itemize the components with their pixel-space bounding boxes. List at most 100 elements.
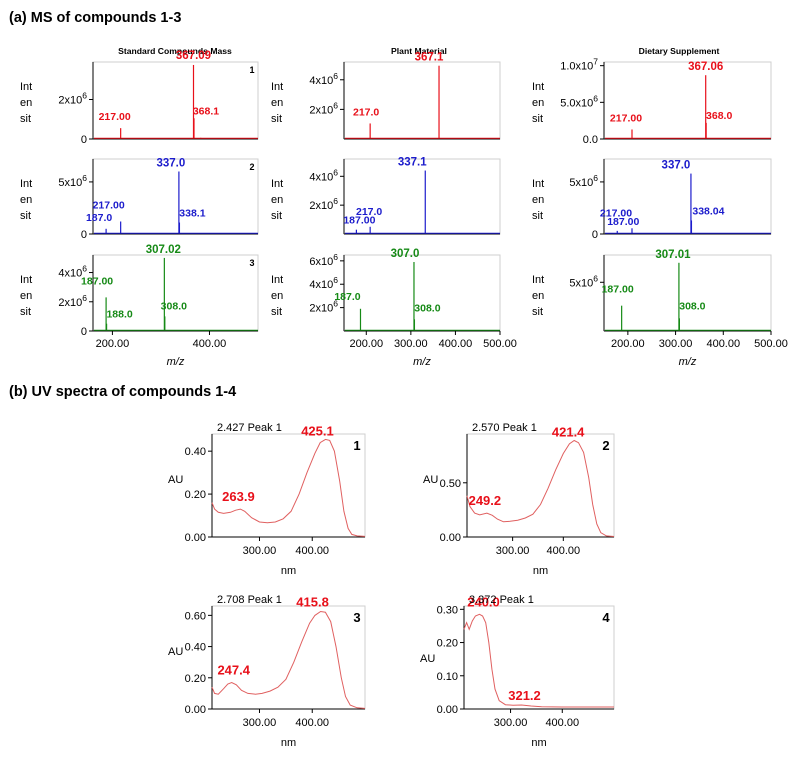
y-tick-label: 0.00 — [185, 704, 206, 716]
uv-panel-uv1: 0.00 0.20 0.40 300.00 400.00 263.9 425.1 2.427 … — [168, 422, 366, 577]
plot-frame — [211, 605, 366, 710]
peak-label: 307.02 — [146, 244, 181, 256]
ms-ylabel-line: en — [271, 194, 283, 206]
y-tick-label: 2x106 — [309, 100, 338, 116]
x-tick-label: 400.00 — [295, 717, 329, 729]
uv-panel-title: 2.427 Peak 1 — [217, 422, 282, 434]
plots-layer: 02x106217.00367.09368.11Intensit2x1064x1… — [20, 50, 788, 749]
x-tick-label: 400.00 — [193, 338, 227, 350]
x-tick-label: 200.00 — [96, 338, 130, 350]
x-tick-label: 200.00 — [349, 338, 383, 350]
peak-label: 217.0 — [356, 206, 382, 218]
ms-ylabel-line: sit — [532, 210, 543, 222]
panel-number: 1 — [353, 438, 360, 453]
peak-label: 425.1 — [301, 423, 334, 438]
y-tick-label: 0 — [592, 229, 598, 241]
y-tick-label: 0.60 — [185, 610, 206, 622]
y-tick-label: 0.00 — [185, 532, 206, 544]
x-tick-label: 300.00 — [394, 338, 428, 350]
plot-frame — [92, 158, 259, 235]
ms-ylabel-line: sit — [20, 306, 31, 318]
peak-label: 188.0 — [106, 309, 132, 321]
uv-ylabel: AU — [423, 474, 438, 486]
uv-panel-uv2: 0.00 0.50 300.00 400.00 249.2 421.4 2.570 Peak… — [423, 422, 615, 577]
x-tick-label: 400.00 — [545, 717, 579, 729]
peak-label: 367.06 — [688, 61, 723, 73]
y-tick-label: 0 — [81, 326, 87, 338]
y-tick-label: 4x106 — [309, 71, 338, 87]
ms-ylabel-line: en — [532, 290, 544, 302]
ms-ylabel-line: sit — [271, 210, 282, 222]
ms-ylabel-line: Int — [20, 81, 32, 93]
ms-xlabel: m/z — [679, 356, 697, 368]
plot-frame — [603, 61, 772, 140]
x-tick-label: 300.00 — [494, 717, 528, 729]
y-tick-label: 5x106 — [58, 173, 87, 189]
peak-label: 217.00 — [610, 112, 642, 124]
peak-label: 187.0 — [334, 291, 360, 303]
uv-spectrum-line — [463, 613, 614, 708]
y-tick-label: 5x106 — [569, 173, 598, 189]
x-tick-label: 400.00 — [439, 338, 473, 350]
section-a-title: (a) MS of compounds 1-3 — [9, 10, 181, 26]
peak-label: 217.00 — [99, 111, 131, 123]
peak-label: 337.0 — [157, 158, 186, 170]
x-tick-label: 200.00 — [611, 338, 645, 350]
peak-label: 307.01 — [655, 249, 691, 261]
y-tick-label: 5.0x106 — [560, 93, 598, 109]
ms-panel-ms1_diet: 0.0 5.0x106 1.0x107 217.00 367.06 368.0 Int en s… — [532, 57, 772, 146]
x-tick-label: 300.00 — [659, 338, 693, 350]
uv-panel-uv3: 0.00 0.20 0.40 0.60 300.00 400.00 247.4 415.8 2.… — [168, 594, 366, 749]
ms-ylabel-line: en — [20, 194, 32, 206]
ms-xlabel: m/z — [167, 356, 185, 368]
ms-ylabel-line: Int — [271, 81, 283, 93]
y-tick-label: 2x106 — [309, 196, 338, 212]
plot-frame — [466, 433, 615, 538]
x-tick-label: 400.00 — [546, 545, 580, 557]
uv-xlabel: nm — [531, 737, 546, 749]
section-b-title: (b) UV spectra of compounds 1-4 — [9, 384, 236, 400]
ms-panel-ms3_plant: 2x106 4x106 6x106 200.00 300.00 400.00 500.00 1… — [271, 248, 517, 368]
peak-label: 217.00 — [93, 200, 125, 212]
uv-panel-uv4: 0.00 0.10 0.20 0.30 300.00 400.00 240.0 321.2 3.… — [420, 594, 615, 749]
y-tick-label: 2x106 — [58, 91, 87, 107]
peak-label: 308.0 — [161, 300, 187, 312]
y-tick-label: 0.40 — [185, 446, 206, 458]
peak-label: 217.0 — [353, 106, 379, 118]
peak-label: 240.0 — [467, 594, 500, 609]
peak-label: 263.9 — [222, 489, 255, 504]
y-tick-label: 4x106 — [309, 167, 338, 183]
ms-ylabel-line: Int — [532, 274, 544, 286]
y-tick-label: 0.20 — [185, 489, 206, 501]
ms-panel-ms1_std: 0 2x106 217.00 367.09 368.1 1 Int en sit — [20, 50, 259, 146]
y-tick-label: 1.0x107 — [560, 57, 598, 73]
uv-xlabel: nm — [533, 565, 548, 577]
plot-frame — [92, 61, 259, 140]
uv-spectrum-line — [211, 438, 366, 537]
y-tick-label: 2x106 — [58, 293, 87, 309]
ms-column-title-standard: Standard Compounds Mass — [118, 46, 232, 56]
ms-ylabel-line: en — [532, 97, 544, 109]
uv-ylabel: AU — [420, 653, 435, 665]
ms-ylabel-line: Int — [20, 178, 32, 190]
peak-label: 187.0 — [86, 212, 112, 224]
peak-label: 368.1 — [193, 105, 219, 117]
panel-number: 3 — [353, 610, 360, 625]
ms-panel-ms3_std: 0 2x106 4x106 200.00 400.00 187.00 188.0 307.02… — [20, 244, 259, 368]
panel-number: 4 — [602, 610, 610, 625]
peak-label: 247.4 — [217, 662, 250, 677]
panel-number: 3 — [249, 258, 254, 268]
uv-panel-title: 2.570 Peak 1 — [472, 422, 537, 434]
uv-ylabel: AU — [168, 474, 183, 486]
x-tick-label: 400.00 — [706, 338, 740, 350]
uv-panel-title: 2.708 Peak 1 — [217, 594, 282, 606]
peak-label: 338.04 — [692, 205, 724, 217]
y-tick-label: 2x106 — [309, 299, 338, 315]
uv-xlabel: nm — [281, 565, 296, 577]
plot-frame — [211, 433, 366, 538]
peak-label: 308.0 — [679, 300, 705, 312]
plot-frame — [343, 254, 501, 332]
ms-xlabel: m/z — [413, 356, 431, 368]
ms-ylabel-line: en — [20, 290, 32, 302]
